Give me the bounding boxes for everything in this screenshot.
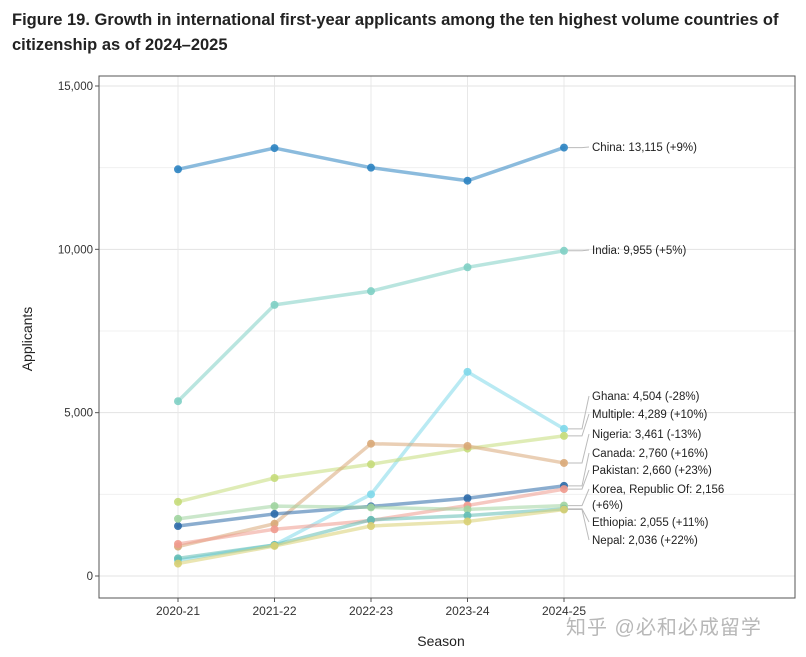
leader-line-india bbox=[568, 249, 590, 252]
point-china bbox=[463, 176, 472, 185]
y-axis-title: Applicants bbox=[19, 307, 35, 372]
x-tick-label: 2021-22 bbox=[252, 604, 296, 618]
series-layer bbox=[174, 143, 568, 568]
point-nigeria bbox=[560, 458, 568, 467]
point-multiple bbox=[560, 431, 568, 440]
point-canada bbox=[270, 509, 279, 518]
leader-line-multiple bbox=[568, 413, 590, 437]
point-ethiopia bbox=[463, 511, 472, 520]
y-tick-label: 15,000 bbox=[58, 81, 93, 93]
point-ethiopia bbox=[367, 515, 375, 524]
leader-line-canada bbox=[568, 452, 590, 487]
point-nigeria bbox=[367, 439, 375, 448]
x-tick-label: 2022-23 bbox=[349, 604, 393, 618]
end-label-korea-republic-of: Korea, Republic Of: 2,156 bbox=[592, 484, 724, 496]
point-nepal bbox=[174, 559, 182, 568]
point-india bbox=[174, 397, 182, 406]
figure-title: Figure 19. Growth in international first… bbox=[12, 11, 779, 54]
plot-frame bbox=[98, 75, 796, 599]
point-china bbox=[270, 144, 279, 153]
end-label-pakistan: Pakistan: 2,660 (+23%) bbox=[592, 465, 712, 477]
leader-line-korea-republic-of bbox=[568, 488, 590, 507]
point-canada bbox=[463, 494, 472, 503]
point-nepal bbox=[560, 505, 568, 514]
leader-line-nepal bbox=[568, 508, 590, 541]
point-ghana bbox=[463, 367, 472, 376]
point-nepal bbox=[463, 517, 472, 526]
axis-layer: 0 5,000 10,000 15,000 2020-21 2021-22 2022-23 2… bbox=[19, 81, 586, 649]
point-korea-republic-of bbox=[463, 505, 472, 514]
point-china bbox=[367, 163, 375, 172]
point-korea-republic-of bbox=[174, 514, 182, 523]
point-pakistan bbox=[560, 485, 568, 494]
point-nigeria bbox=[270, 519, 279, 528]
y-tick-label: 0 bbox=[87, 571, 93, 583]
point-korea-republic-of bbox=[367, 503, 375, 512]
end-label-korea-republic-of-line2: (+6%) bbox=[592, 500, 623, 512]
point-india bbox=[560, 246, 568, 255]
point-india bbox=[270, 300, 279, 309]
x-tick-label: 2023-24 bbox=[445, 604, 489, 618]
label-layer: China: 13,115 (+9%) India: 9,955 (+5%) Gha… bbox=[568, 142, 724, 547]
point-pakistan bbox=[270, 525, 279, 534]
end-label-multiple: Multiple: 4,289 (+10%) bbox=[592, 409, 708, 421]
end-label-nigeria: Nigeria: 3,461 (-13%) bbox=[592, 429, 701, 441]
x-tick-label: 2024-25 bbox=[542, 604, 586, 618]
point-nepal bbox=[270, 541, 279, 550]
end-label-ethiopia: Ethiopia: 2,055 (+11%) bbox=[592, 517, 709, 529]
end-label-nepal: Nepal: 2,036 (+22%) bbox=[592, 535, 698, 547]
leader-line-china bbox=[568, 146, 590, 149]
point-china bbox=[560, 143, 568, 152]
watermark: 知乎 @必和必成留学 bbox=[566, 617, 762, 639]
point-multiple bbox=[174, 497, 182, 506]
point-nigeria bbox=[463, 441, 472, 450]
x-axis-title: Season bbox=[417, 633, 464, 649]
point-india bbox=[463, 263, 472, 272]
leader-line-pakistan bbox=[568, 469, 590, 490]
grid-layer bbox=[99, 76, 795, 598]
y-tick-label: 10,000 bbox=[58, 244, 93, 256]
leader-line-ghana bbox=[568, 395, 590, 430]
point-india bbox=[367, 287, 375, 296]
leader-line-ethiopia bbox=[568, 508, 590, 523]
y-tick-label: 5,000 bbox=[64, 408, 93, 420]
leader-line-nigeria bbox=[568, 433, 590, 464]
end-label-india: India: 9,955 (+5%) bbox=[592, 245, 686, 257]
end-label-ghana: Ghana: 4,504 (-28%) bbox=[592, 391, 700, 403]
point-china bbox=[174, 165, 182, 174]
point-ghana bbox=[367, 490, 375, 499]
point-ghana bbox=[560, 424, 568, 433]
x-tick-label: 2020-21 bbox=[156, 604, 200, 618]
point-multiple bbox=[270, 474, 279, 482]
point-multiple bbox=[367, 460, 375, 469]
end-label-china: China: 13,115 (+9%) bbox=[592, 142, 697, 154]
point-pakistan bbox=[174, 539, 182, 548]
point-nepal bbox=[367, 522, 375, 531]
end-label-canada: Canada: 2,760 (+16%) bbox=[592, 448, 708, 460]
point-korea-republic-of bbox=[270, 502, 279, 511]
point-canada bbox=[174, 522, 182, 531]
